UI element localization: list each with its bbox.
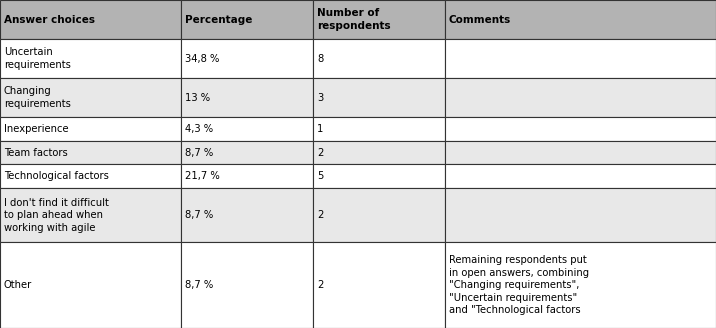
- Bar: [445, 242, 716, 328]
- Bar: [181, 188, 313, 242]
- Text: Comments: Comments: [449, 14, 511, 25]
- Bar: [0, 78, 181, 117]
- Text: Remaining respondents put
in open answers, combining
"Changing requirements",
"U: Remaining respondents put in open answer…: [449, 256, 589, 315]
- Text: Percentage: Percentage: [185, 14, 253, 25]
- Bar: [313, 188, 445, 242]
- Text: 1: 1: [317, 124, 323, 134]
- Bar: [0, 0, 181, 39]
- Bar: [445, 164, 716, 188]
- Text: Team factors: Team factors: [4, 148, 68, 157]
- Bar: [181, 0, 313, 39]
- Bar: [445, 39, 716, 78]
- Bar: [181, 78, 313, 117]
- Bar: [445, 117, 716, 141]
- Text: I don't find it difficult
to plan ahead when
working with agile: I don't find it difficult to plan ahead …: [4, 198, 109, 233]
- Text: Answer choices: Answer choices: [4, 14, 95, 25]
- Text: Technological factors: Technological factors: [4, 171, 109, 181]
- Text: 3: 3: [317, 92, 323, 103]
- Text: 2: 2: [317, 148, 323, 157]
- Bar: [181, 242, 313, 328]
- Text: Number of
respondents: Number of respondents: [317, 8, 390, 31]
- Bar: [0, 242, 181, 328]
- Text: Inexperience: Inexperience: [4, 124, 69, 134]
- Bar: [313, 141, 445, 164]
- Text: 4,3 %: 4,3 %: [185, 124, 213, 134]
- Text: Changing
requirements: Changing requirements: [4, 87, 71, 109]
- Bar: [313, 39, 445, 78]
- Bar: [445, 78, 716, 117]
- Text: Other: Other: [4, 280, 32, 290]
- Text: 2: 2: [317, 280, 323, 290]
- Text: 2: 2: [317, 210, 323, 220]
- Text: 8,7 %: 8,7 %: [185, 280, 213, 290]
- Text: 21,7 %: 21,7 %: [185, 171, 220, 181]
- Bar: [0, 164, 181, 188]
- Bar: [0, 141, 181, 164]
- Bar: [313, 242, 445, 328]
- Bar: [313, 78, 445, 117]
- Text: 34,8 %: 34,8 %: [185, 53, 220, 64]
- Text: Uncertain
requirements: Uncertain requirements: [4, 47, 71, 70]
- Text: 8,7 %: 8,7 %: [185, 148, 213, 157]
- Text: 13 %: 13 %: [185, 92, 211, 103]
- Bar: [0, 39, 181, 78]
- Text: 8: 8: [317, 53, 323, 64]
- Bar: [445, 0, 716, 39]
- Bar: [181, 164, 313, 188]
- Text: 8,7 %: 8,7 %: [185, 210, 213, 220]
- Bar: [0, 117, 181, 141]
- Bar: [445, 141, 716, 164]
- Bar: [445, 188, 716, 242]
- Bar: [313, 164, 445, 188]
- Text: 5: 5: [317, 171, 323, 181]
- Bar: [181, 39, 313, 78]
- Bar: [313, 117, 445, 141]
- Bar: [313, 0, 445, 39]
- Bar: [0, 188, 181, 242]
- Bar: [181, 141, 313, 164]
- Bar: [181, 117, 313, 141]
